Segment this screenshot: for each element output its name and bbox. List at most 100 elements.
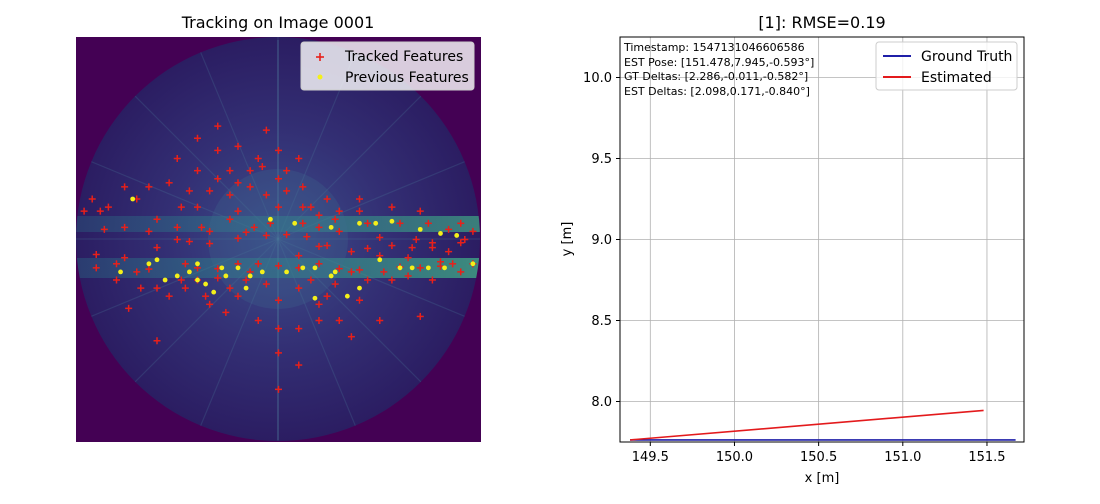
tracking-legend-box bbox=[300, 41, 475, 91]
trajectory-legend-box bbox=[875, 41, 1018, 91]
tracked-feature-marker bbox=[104, 203, 112, 211]
tracked-feature-marker bbox=[153, 284, 161, 292]
tracked-feature-marker bbox=[226, 167, 234, 175]
previous-feature-marker bbox=[187, 269, 192, 275]
previous-feature-marker bbox=[328, 273, 334, 279]
tracked-feature-marker bbox=[315, 211, 323, 219]
previous-feature-marker bbox=[203, 281, 209, 287]
tracked-feature-marker bbox=[275, 325, 282, 333]
tracked-feature-marker bbox=[299, 203, 307, 211]
x-axis-ticks: 149.5 150.0 150.5 151.0 151.5 bbox=[632, 442, 1006, 465]
tracked-feature-marker bbox=[347, 248, 355, 256]
tracked-feature-marker bbox=[133, 268, 141, 276]
tracked-feature-marker bbox=[92, 264, 100, 272]
tracked-feature-marker bbox=[121, 223, 129, 231]
tracked-feature-marker bbox=[299, 219, 307, 227]
tracked-feature-marker bbox=[185, 187, 193, 195]
tracked-feature-marker bbox=[254, 317, 262, 324]
tracked-feature-marker bbox=[416, 312, 424, 320]
pose-annotations: Timestamp: 1547131046606586 EST Pose: [1… bbox=[623, 41, 814, 98]
tracked-feature-marker bbox=[234, 179, 242, 187]
tracked-feature-marker bbox=[428, 244, 436, 252]
legend-previous-features-icon bbox=[317, 74, 323, 80]
legend-tracked-features-icon bbox=[316, 53, 324, 61]
trajectory-legend: Ground Truth Estimated bbox=[875, 41, 1018, 91]
previous-feature-marker bbox=[174, 273, 180, 279]
previous-feature-marker bbox=[332, 269, 338, 275]
tracked-feature-marker bbox=[234, 207, 242, 215]
y-tick-label: 8.0 bbox=[591, 395, 612, 410]
previous-feature-marker bbox=[259, 269, 265, 275]
tracked-feature-marker bbox=[275, 349, 282, 357]
previous-feature-marker bbox=[195, 261, 200, 267]
tracked-feature-marker bbox=[153, 215, 161, 223]
tracked-feature-marker bbox=[275, 385, 282, 393]
annotation-timestamp: Timestamp: 1547131046606586 bbox=[623, 41, 805, 54]
previous-feature-marker bbox=[344, 293, 350, 299]
tracked-feature-marker bbox=[242, 276, 250, 284]
y-tick-label: 10.0 bbox=[583, 71, 612, 86]
tracked-feature-marker bbox=[262, 231, 270, 239]
y-axis-label: y [m] bbox=[560, 222, 575, 257]
legend-tracked-features: Tracked Features bbox=[344, 49, 463, 65]
tracked-feature-marker bbox=[356, 195, 363, 203]
tracked-feature-marker bbox=[364, 219, 372, 227]
tracked-feature-marker bbox=[202, 292, 210, 300]
tracked-feature-marker bbox=[198, 223, 206, 231]
tracked-feature-marker bbox=[283, 231, 291, 239]
previous-feature-marker bbox=[235, 265, 241, 271]
tracked-feature-marker bbox=[181, 284, 189, 292]
tracked-feature-marker bbox=[262, 280, 270, 288]
tracked-feature-marker bbox=[250, 223, 258, 231]
previous-feature-marker bbox=[292, 220, 298, 226]
tracked-feature-marker bbox=[364, 244, 372, 252]
tracked-feature-marker bbox=[315, 260, 323, 268]
tracked-feature-marker bbox=[194, 167, 201, 175]
tracked-feature-marker bbox=[214, 146, 222, 154]
tracked-feature-marker bbox=[173, 223, 181, 231]
tracked-feature-marker bbox=[121, 254, 129, 262]
tracked-feature-marker bbox=[206, 187, 214, 195]
tracked-feature-marker bbox=[295, 252, 303, 260]
tracked-feature-marker bbox=[145, 183, 153, 191]
previous-feature-marker bbox=[454, 233, 460, 238]
tracked-feature-marker bbox=[404, 254, 412, 262]
tracked-feature-marker bbox=[165, 179, 173, 187]
tracked-feature-marker bbox=[113, 260, 120, 268]
y-tick-label: 9.5 bbox=[591, 152, 612, 167]
tracked-feature-marker bbox=[335, 227, 343, 235]
previous-feature-marker bbox=[442, 265, 447, 271]
tracked-feature-marker bbox=[424, 219, 432, 227]
tracked-feature-marker bbox=[457, 239, 465, 247]
tracked-feature-marker bbox=[315, 300, 323, 308]
previous-feature-marker bbox=[243, 285, 249, 291]
previous-feature-marker bbox=[268, 216, 273, 222]
tracked-feature-marker bbox=[246, 183, 254, 191]
x-tick-label: 151.5 bbox=[968, 450, 1005, 465]
tracked-feature-marker bbox=[347, 333, 355, 341]
tracked-feature-marker bbox=[80, 207, 88, 215]
previous-feature-marker bbox=[162, 277, 168, 283]
tracked-feature-marker bbox=[323, 195, 331, 203]
tracked-feature-marker bbox=[194, 134, 201, 142]
tracked-feature-marker bbox=[307, 276, 315, 284]
tracked-feature-marker bbox=[449, 260, 457, 268]
previous-feature-marker bbox=[312, 265, 318, 271]
y-tick-label: 8.5 bbox=[591, 314, 612, 329]
previous-feature-marker bbox=[130, 196, 136, 202]
tracked-feature-marker bbox=[125, 304, 133, 312]
tracked-feature-marker bbox=[234, 142, 242, 150]
tracked-feature-marker bbox=[88, 195, 96, 203]
tracked-feature-marker bbox=[222, 308, 230, 316]
trajectory-title: [1]: RMSE=0.19 bbox=[758, 13, 885, 32]
previous-feature-marker bbox=[373, 220, 379, 226]
previous-feature-marker bbox=[211, 289, 217, 295]
tracked-feature-marker bbox=[457, 219, 465, 227]
tracked-feature-marker bbox=[226, 284, 234, 292]
tracked-feature-marker bbox=[194, 203, 201, 211]
previous-feature-marker bbox=[425, 265, 431, 271]
tracked-feature-marker bbox=[283, 167, 291, 175]
tracked-feature-marker bbox=[234, 292, 242, 300]
tracked-feature-marker bbox=[461, 236, 469, 243]
